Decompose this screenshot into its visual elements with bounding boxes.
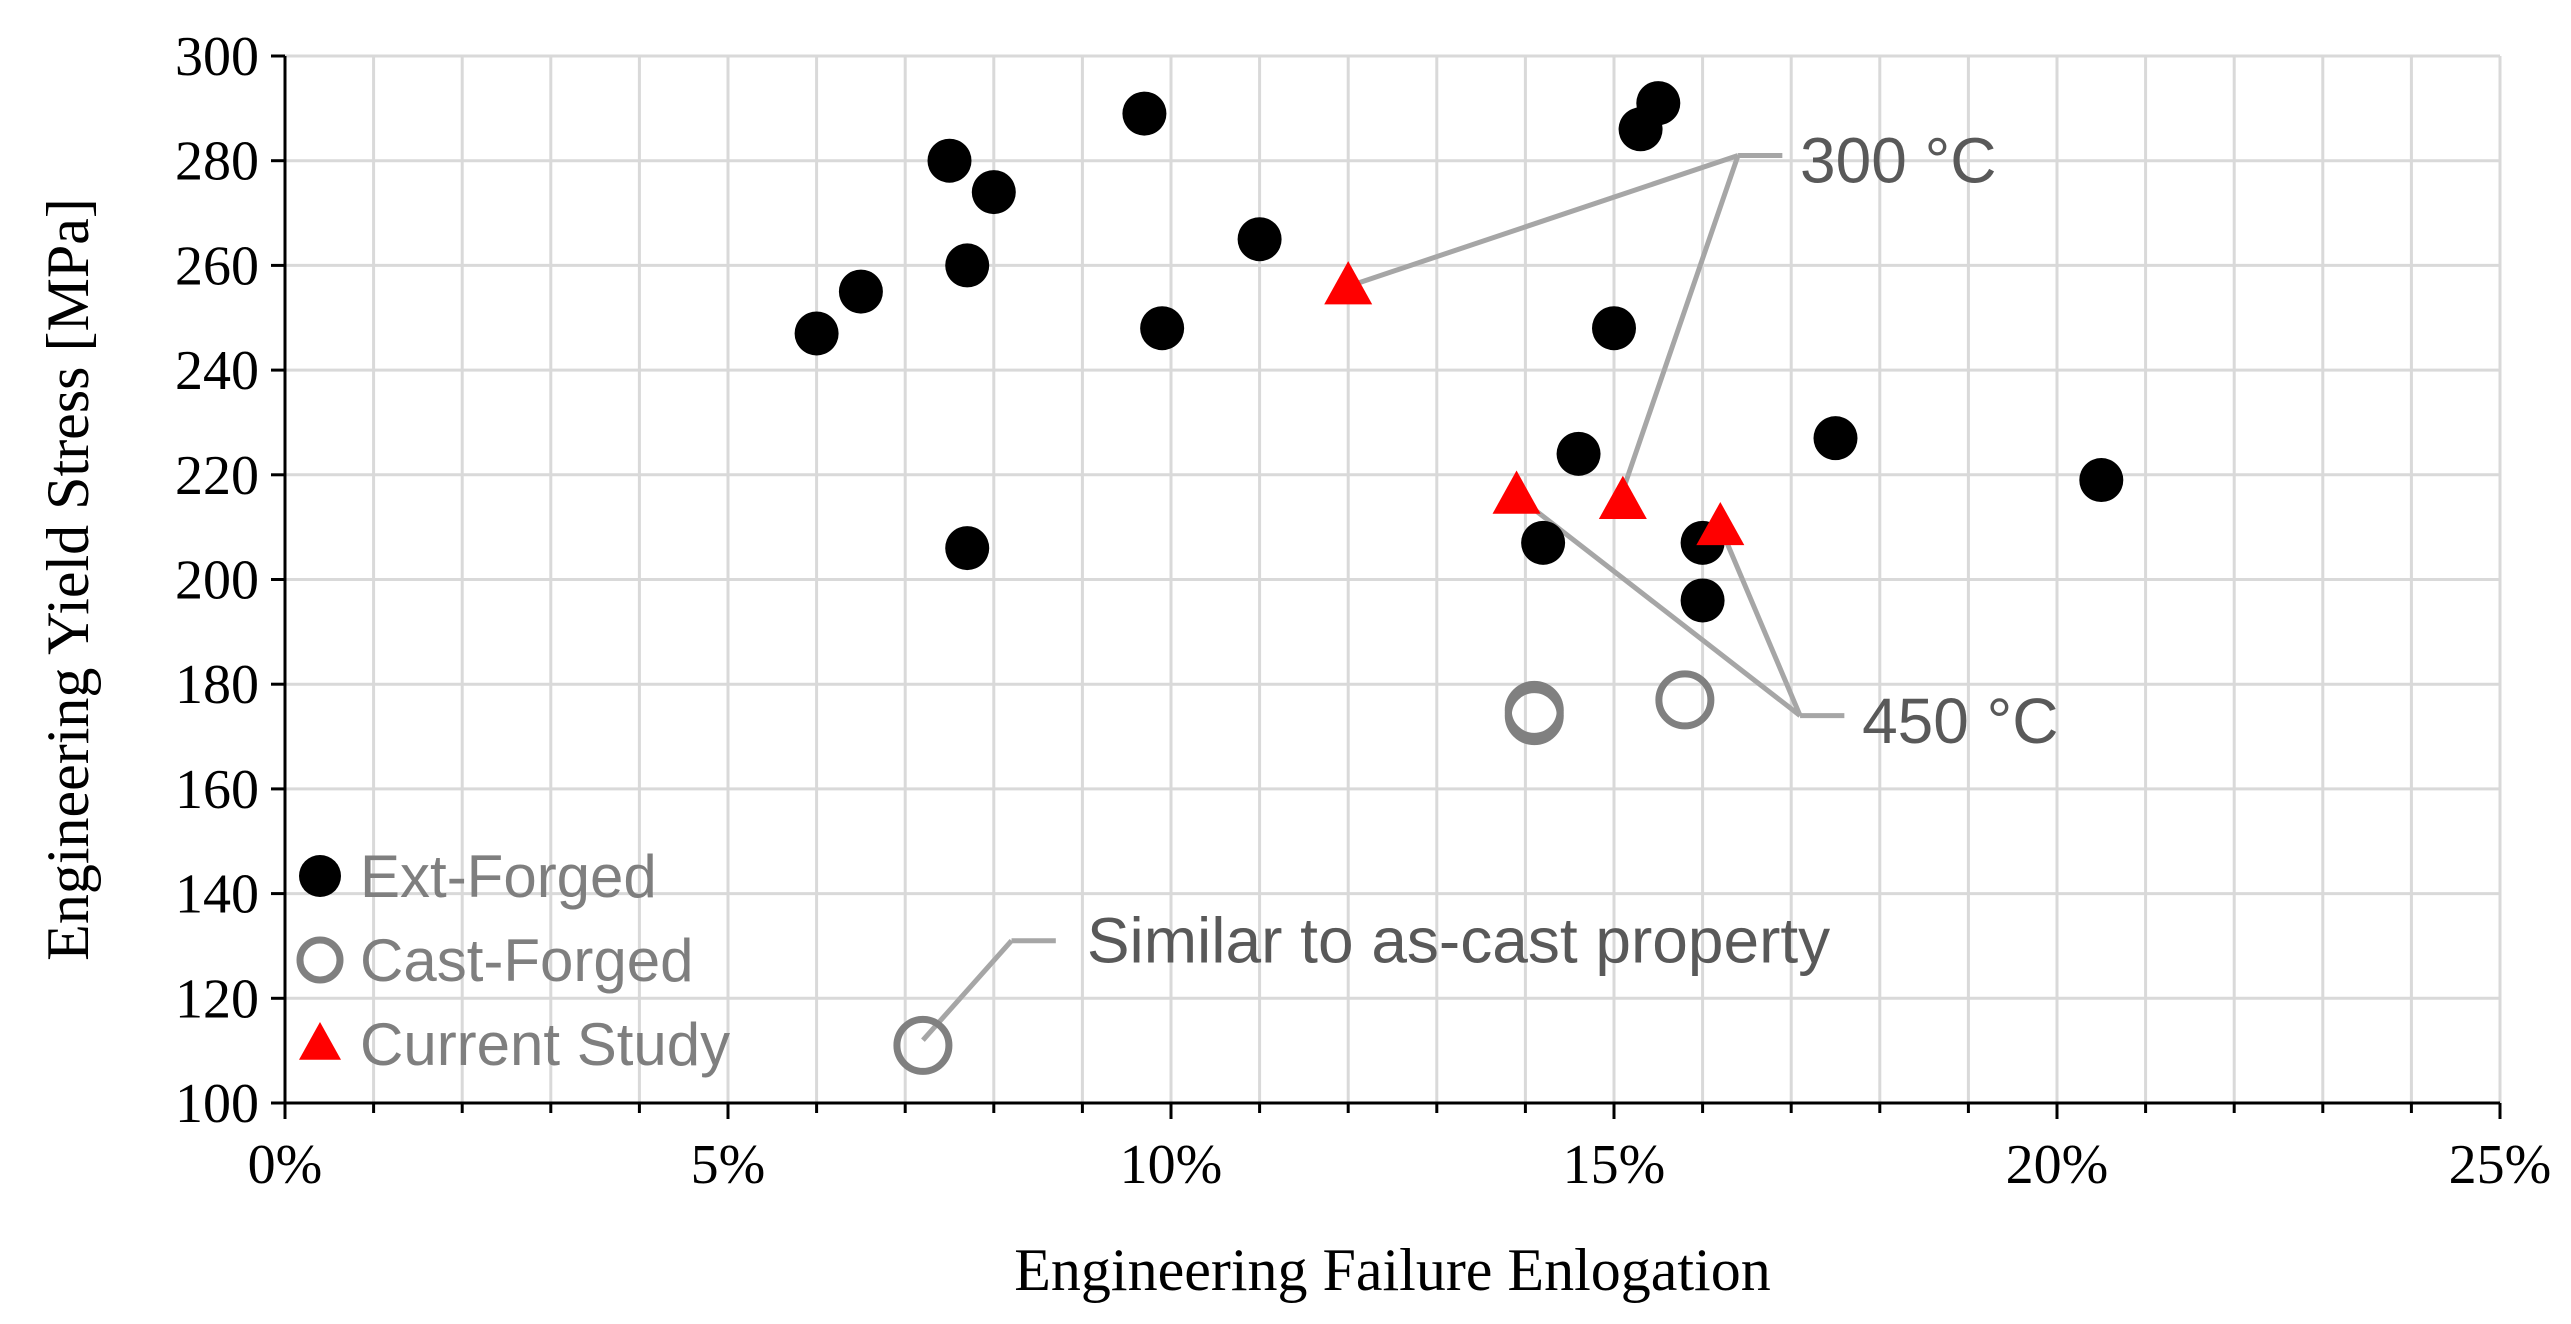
annotation-2: Similar to as-cast property (921, 905, 1830, 1042)
data-point (1521, 520, 1566, 565)
data-point (927, 138, 972, 183)
data-point (1122, 91, 1167, 136)
x-tick-label: 0% (248, 1134, 323, 1196)
legend-marker (296, 936, 344, 984)
legend-label: Current Study (360, 1011, 730, 1078)
data-point (1592, 306, 1636, 351)
y-tick-label: 220 (175, 445, 259, 507)
data-point (1237, 217, 1282, 262)
legend-entry-cast-forged: Cast-Forged (296, 927, 693, 994)
y-tick-label: 160 (175, 759, 259, 821)
leader-line (1620, 154, 1741, 492)
data-point (1492, 470, 1541, 514)
annotations: 300 °C 450 °C Similar to as-cast property (921, 125, 2058, 1042)
x-axis-ticks: 0% 5% 10% 15% 20% 25% (248, 1103, 2552, 1196)
series-cast-forged (893, 670, 1715, 1075)
x-tick-label: 20% (2006, 1134, 2109, 1196)
legend-marker (299, 1021, 341, 1060)
y-tick-label: 280 (175, 131, 259, 193)
data-point (893, 1015, 953, 1075)
annotation-1: 450 °C (1515, 493, 2058, 757)
data-point (945, 243, 990, 288)
data-point (1680, 578, 1725, 623)
legend: Ext-Forged Cast-Forged Current Study (296, 843, 730, 1078)
data-point (1324, 261, 1373, 305)
x-axis-title: Engineering Failure Enlogation (1014, 1237, 1770, 1303)
data-point (971, 170, 1016, 215)
annotation-0: 300 °C (1347, 125, 1996, 492)
legend-entry-current-study: Current Study (299, 1011, 730, 1078)
legend-marker (299, 855, 341, 897)
annotation-label: 450 °C (1862, 685, 2058, 757)
y-axis-ticks: 100 120 140 160 180 200 220 240 260 280 300 (175, 26, 285, 1135)
series-current-study (1324, 261, 1745, 546)
legend-label: Ext-Forged (360, 843, 657, 910)
x-tick-label: 15% (1563, 1134, 1666, 1196)
y-tick-label: 260 (175, 235, 259, 297)
data-series (794, 81, 2124, 1075)
data-point (945, 526, 990, 571)
y-tick-label: 200 (175, 550, 259, 612)
leader-line (1347, 153, 1739, 289)
y-tick-label: 300 (175, 26, 259, 88)
data-point (1636, 81, 1681, 126)
data-point (838, 269, 883, 314)
y-tick-label: 140 (175, 864, 259, 926)
data-point (1696, 501, 1745, 546)
data-point (2079, 458, 2124, 503)
leader-line (1718, 526, 1803, 717)
data-point (1504, 686, 1564, 746)
y-axis-title: Engineering Yield Stress [MPa] (35, 198, 101, 961)
data-point (1655, 670, 1715, 730)
y-tick-label: 180 (175, 654, 259, 716)
y-tick-label: 100 (175, 1073, 259, 1135)
data-point (1813, 416, 1858, 461)
data-point (1598, 475, 1647, 519)
x-tick-label: 25% (2449, 1134, 2552, 1196)
data-point (1140, 306, 1185, 351)
x-tick-label: 10% (1120, 1134, 1223, 1196)
legend-entry-ext-forged: Ext-Forged (299, 843, 657, 910)
data-point (1556, 431, 1601, 476)
y-tick-label: 240 (175, 340, 259, 402)
annotation-label: Similar to as-cast property (1087, 905, 1830, 977)
y-tick-label: 120 (175, 968, 259, 1030)
data-point (794, 311, 839, 356)
leader-line (1515, 493, 1802, 718)
x-tick-label: 5% (691, 1134, 766, 1196)
grid-lines (285, 54, 2502, 1103)
legend-label: Cast-Forged (360, 927, 693, 994)
annotation-label: 300 °C (1800, 125, 1996, 197)
